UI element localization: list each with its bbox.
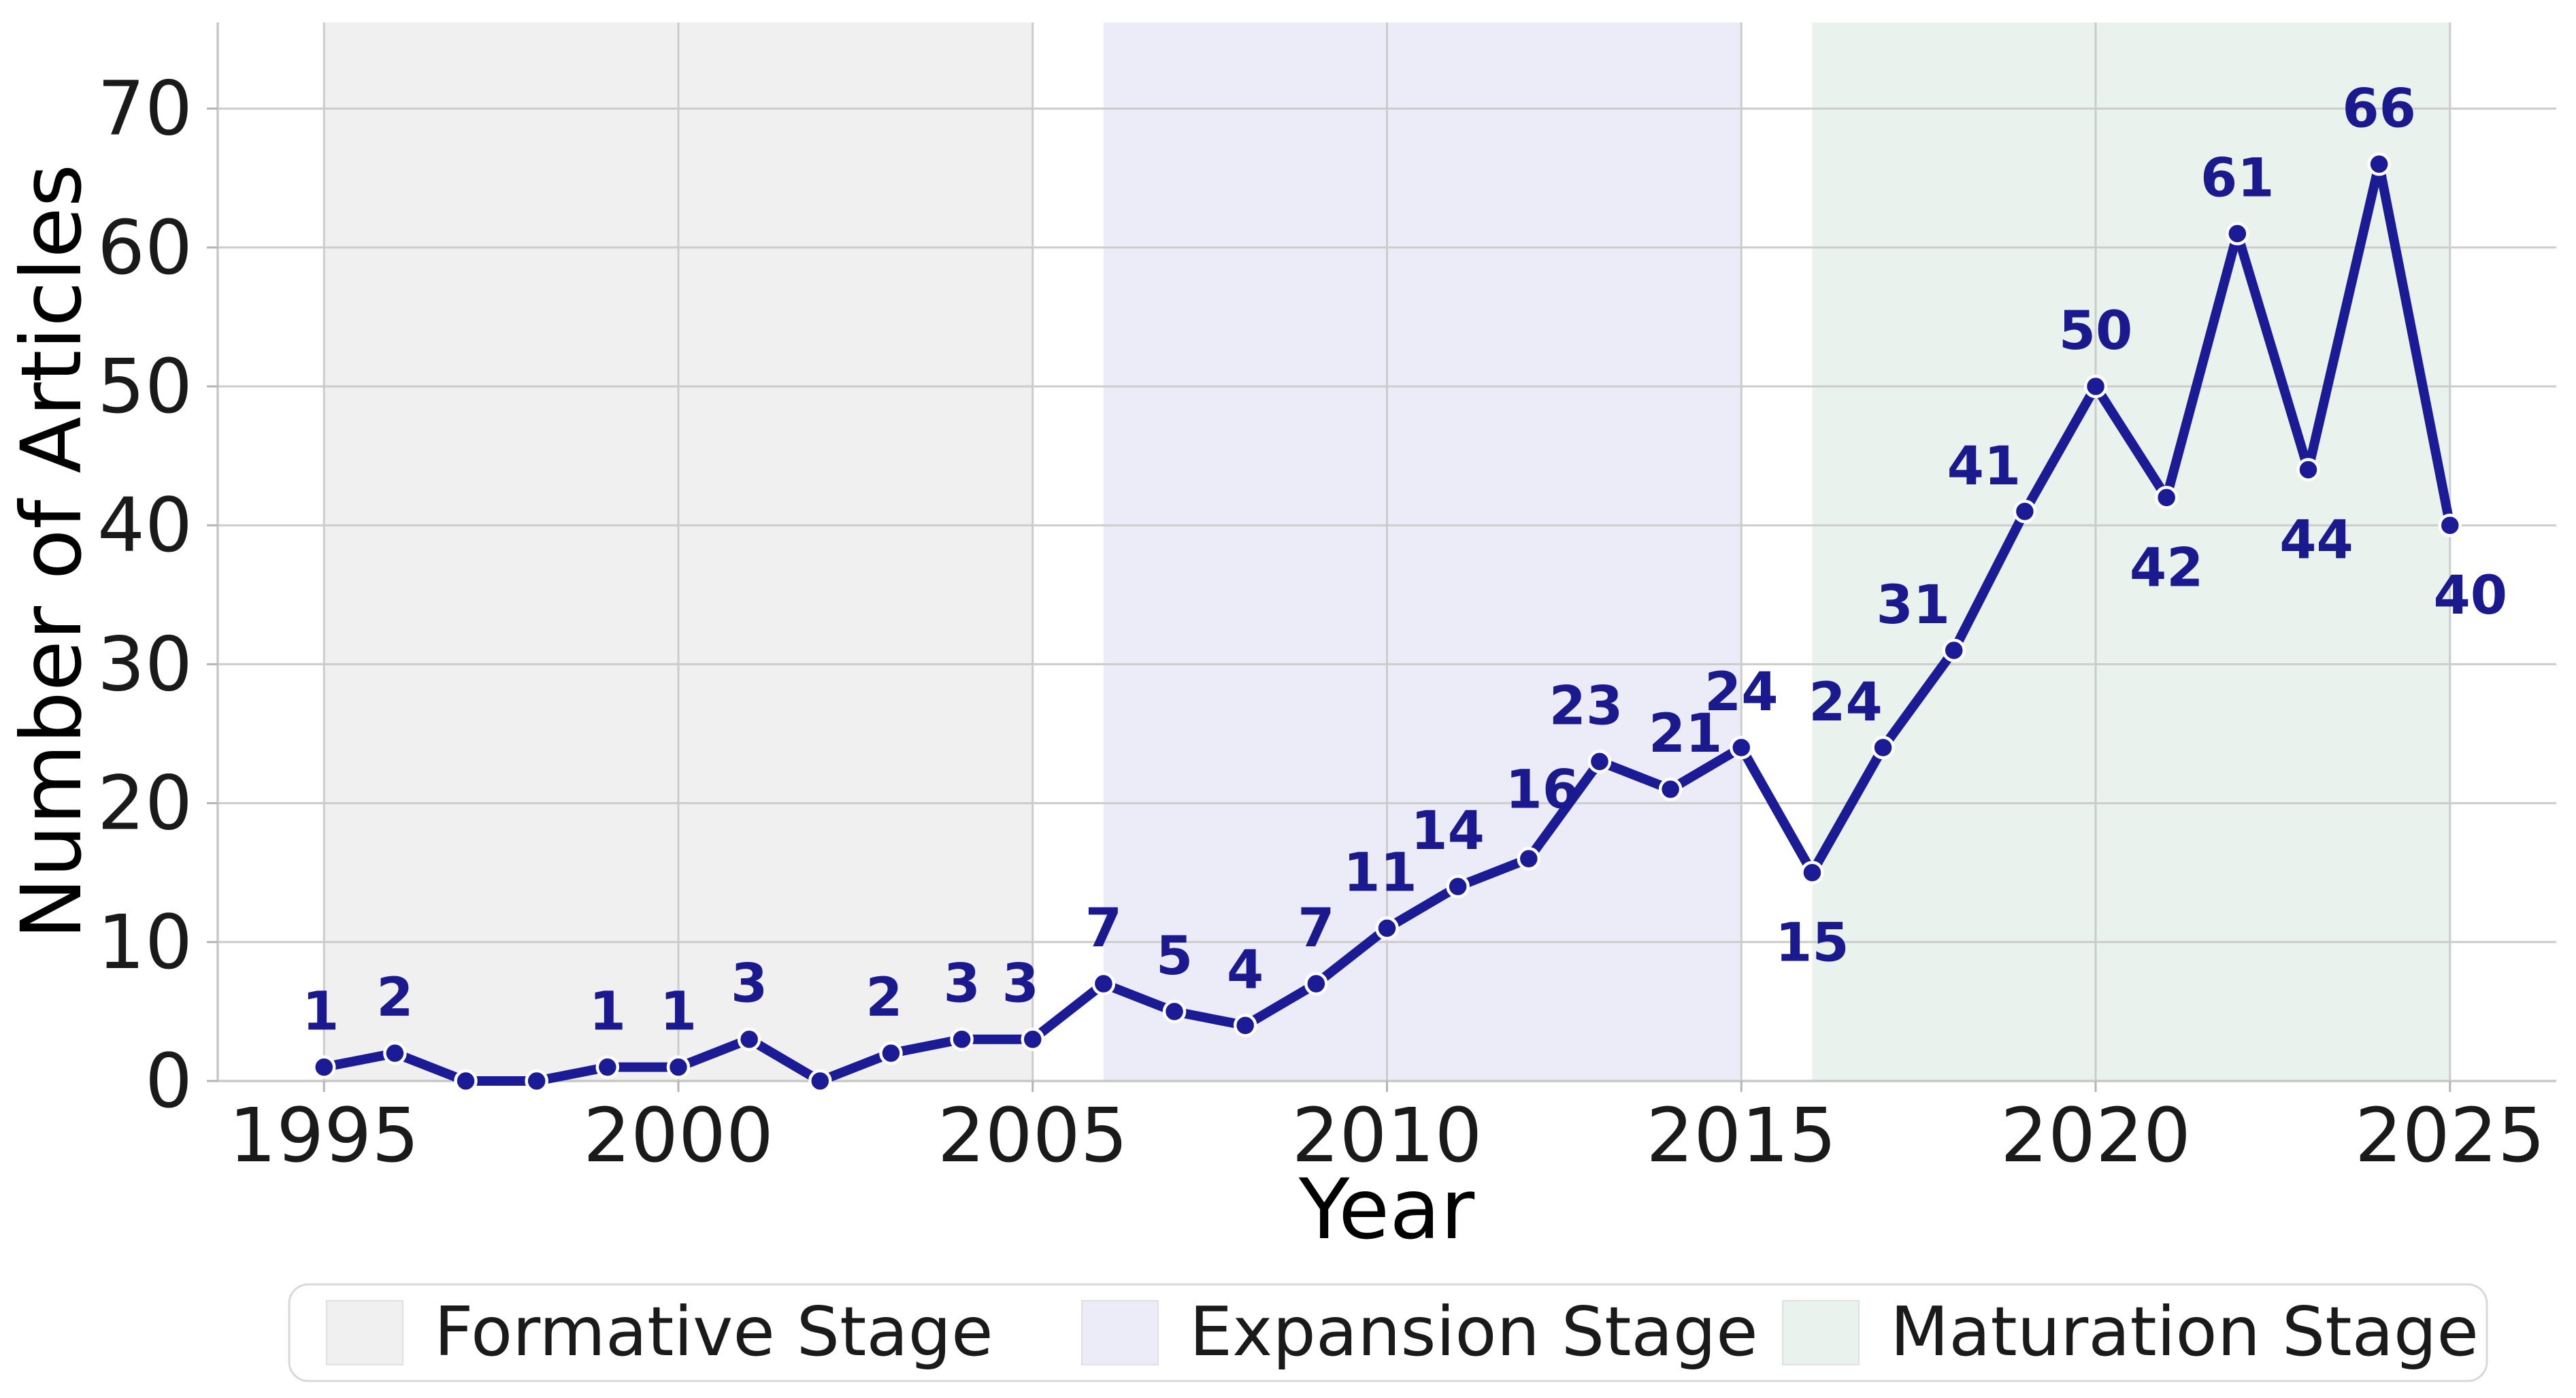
x-tick-label: 1995 (229, 1092, 419, 1179)
data-point-2018 (1942, 638, 1966, 663)
point-label-2005: 3 (1002, 954, 1039, 1015)
y-tick-label: 50 (97, 343, 193, 430)
point-label-2009: 7 (1298, 898, 1334, 959)
stage-band-maturation-stage (1812, 22, 2450, 1081)
x-tick-label: 2005 (938, 1092, 1128, 1179)
data-point-2016 (1800, 861, 1824, 884)
y-axis-title: Number of Articles (3, 164, 100, 939)
data-point-2005 (1021, 1027, 1044, 1051)
tick-labels: 1995 2000 2005 2010 2015 2020 2025010203040506… (97, 65, 2545, 1179)
data-point-2011 (1446, 874, 1470, 899)
point-label-2024: 66 (2342, 78, 2416, 139)
legend-box (288, 1283, 2488, 1382)
data-point-2014 (1658, 777, 1683, 801)
data-point-2019 (2013, 499, 2037, 524)
point-label-2001: 3 (731, 954, 767, 1015)
data-point-2008 (1233, 1014, 1257, 1037)
y-tick-label: 10 (97, 899, 193, 986)
data-point-2003 (879, 1041, 903, 1065)
point-label-2008: 4 (1227, 939, 1264, 1001)
legend-swatch-expansion-stage (1081, 1300, 1159, 1365)
data-point-2013 (1587, 750, 1612, 773)
point-label-2020: 50 (2059, 301, 2133, 362)
point-label-2022: 61 (2200, 148, 2275, 209)
point-label-2013: 23 (1549, 676, 1623, 737)
data-point-2025 (2438, 513, 2462, 537)
point-label-1996: 2 (376, 967, 413, 1029)
point-label-1999: 1 (589, 982, 626, 1043)
data-point-2024 (2367, 152, 2391, 176)
point-label-2000: 1 (660, 982, 697, 1043)
data-point-2004 (950, 1027, 974, 1051)
y-tick-label: 30 (97, 620, 193, 708)
legend-label-maturation-stage: Maturation Stage (1890, 1292, 2479, 1371)
y-tick-label: 20 (97, 760, 193, 847)
point-label-1995: 1 (302, 982, 339, 1043)
data-point-2012 (1517, 847, 1541, 871)
point-label-2018: 31 (1876, 575, 1950, 636)
axes (207, 22, 2556, 1092)
x-tick-label: 2025 (2355, 1092, 2545, 1179)
data-point-1999 (595, 1055, 620, 1079)
x-tick-label: 2010 (1292, 1092, 1483, 1179)
legend-swatch-maturation-stage (1782, 1300, 1860, 1365)
data-point-2015 (1730, 735, 1753, 760)
point-label-2016: 15 (1775, 913, 1849, 974)
x-tick-label: 2020 (2000, 1092, 2191, 1179)
legend-item-formative-stage: Formative Stage (326, 1292, 993, 1371)
point-label-2017: 24 (1809, 672, 1883, 733)
data-point-2010 (1375, 916, 1399, 940)
y-tick-label: 60 (97, 204, 193, 291)
data-point-2020 (2083, 374, 2108, 399)
y-tick-label: 0 (145, 1037, 193, 1125)
data-point-2023 (2296, 458, 2320, 482)
data-point-2001 (737, 1027, 761, 1051)
x-tick-label: 2015 (1646, 1092, 1836, 1179)
point-label-2014: 21 (1649, 703, 1723, 765)
point-label-2012: 16 (1506, 759, 1580, 820)
stage-band-expansion-stage (1103, 22, 1742, 1081)
point-label-2021: 42 (2130, 537, 2204, 599)
x-tick-label: 2000 (583, 1092, 774, 1179)
point-label-2003: 2 (865, 967, 902, 1029)
point-label-2015: 24 (1704, 662, 1779, 723)
legend-label-expansion-stage: Expansion Stage (1189, 1292, 1758, 1371)
legend-label-formative-stage: Formative Stage (434, 1292, 993, 1371)
point-label-2011: 14 (1410, 801, 1485, 862)
point-label-2004: 3 (943, 954, 980, 1015)
point-label-2025: 40 (2433, 565, 2507, 627)
y-tick-label: 40 (97, 482, 193, 569)
legend: Formative Stage Expansion Stage Maturation… (288, 1283, 2488, 1382)
data-point-2002 (808, 1069, 832, 1093)
data-point-1995 (312, 1055, 336, 1079)
point-label-2007: 5 (1156, 926, 1193, 987)
point-label-2023: 44 (2279, 510, 2354, 571)
data-series (312, 152, 2462, 1093)
data-point-1998 (525, 1069, 548, 1093)
data-point-1996 (383, 1041, 407, 1065)
data-point-2017 (1871, 735, 1895, 760)
legend-swatch-formative-stage (326, 1300, 403, 1365)
data-point-2006 (1091, 971, 1116, 996)
point-label-2010: 11 (1343, 842, 1417, 903)
data-point-2007 (1162, 999, 1187, 1024)
data-point-1997 (454, 1069, 478, 1093)
y-tick-label: 70 (97, 65, 193, 152)
point-label-2019: 41 (1947, 436, 2021, 497)
legend-item-maturation-stage: Maturation Stage (1782, 1292, 2479, 1371)
x-axis-title: Year (1298, 1161, 1475, 1258)
legend-item-expansion-stage: Expansion Stage (1081, 1292, 1758, 1371)
data-point-2009 (1304, 971, 1328, 996)
data-point-2000 (666, 1055, 691, 1079)
data-point-2022 (2226, 222, 2249, 246)
data-point-2021 (2154, 486, 2179, 510)
point-label-2006: 7 (1085, 898, 1122, 959)
